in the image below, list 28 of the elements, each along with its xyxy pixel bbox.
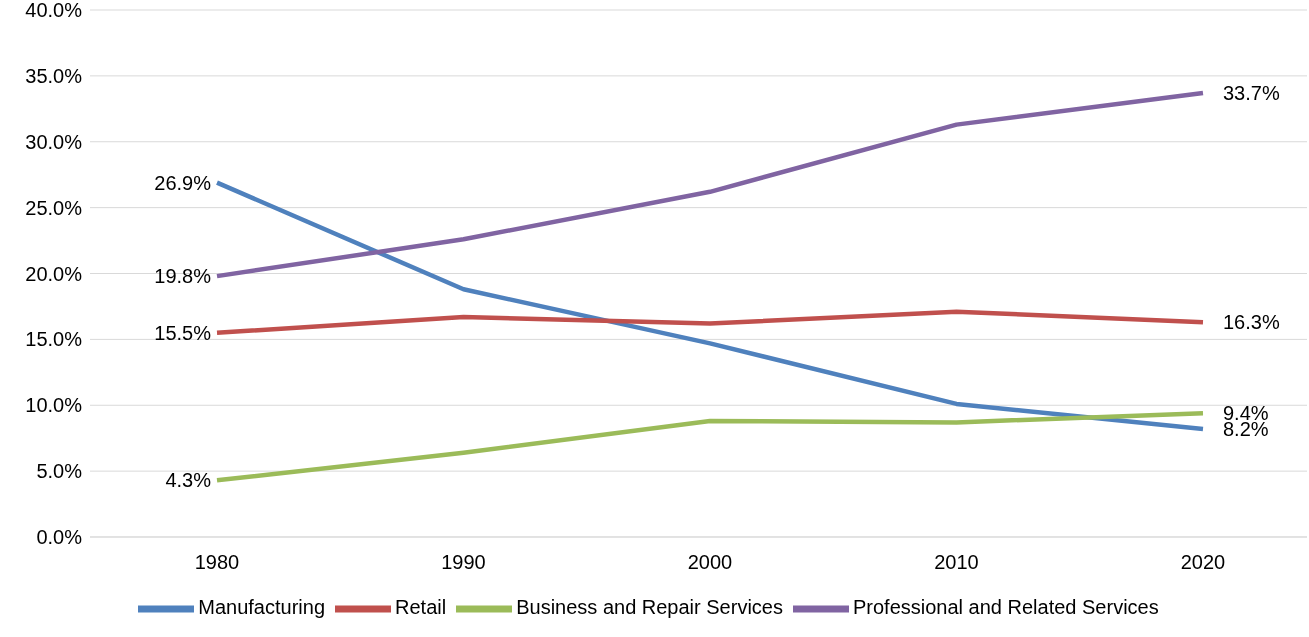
y-tick-label: 10.0% bbox=[25, 394, 83, 417]
y-tick-label: 15.0% bbox=[25, 328, 83, 351]
y-tick-label: 0.0% bbox=[36, 526, 83, 549]
x-tick-label: 1980 bbox=[194, 551, 240, 574]
y-tick-label: 35.0% bbox=[25, 64, 83, 87]
x-tick-label: 1990 bbox=[441, 551, 486, 574]
line-series bbox=[214, 180, 1206, 432]
legend-label: Professional and Related Services bbox=[852, 596, 1159, 619]
data-label: 16.3% bbox=[1223, 311, 1280, 334]
y-tick-label: 5.0% bbox=[36, 460, 83, 483]
data-label: 15.5% bbox=[154, 321, 212, 344]
x-tick-label: 2010 bbox=[934, 551, 979, 574]
y-tick-label: 40.0% bbox=[25, 0, 83, 22]
line-series bbox=[214, 90, 1206, 279]
line-series bbox=[214, 309, 1206, 336]
x-tick-label: 2000 bbox=[687, 551, 733, 574]
line-series bbox=[214, 410, 1206, 483]
y-tick-label: 30.0% bbox=[25, 130, 83, 153]
legend-label: Business and Repair Services bbox=[516, 596, 783, 619]
y-tick-label: 25.0% bbox=[25, 196, 83, 219]
legend-label: Manufacturing bbox=[198, 596, 326, 619]
data-label: 26.9% bbox=[154, 171, 212, 194]
data-label: 33.7% bbox=[1223, 82, 1280, 104]
y-tick-label: 20.0% bbox=[25, 262, 83, 285]
legend-label: Retail bbox=[395, 596, 447, 619]
data-label: 4.3% bbox=[165, 469, 212, 492]
data-label: 19.8% bbox=[154, 265, 212, 288]
x-tick-label: 2020 bbox=[1180, 551, 1226, 574]
